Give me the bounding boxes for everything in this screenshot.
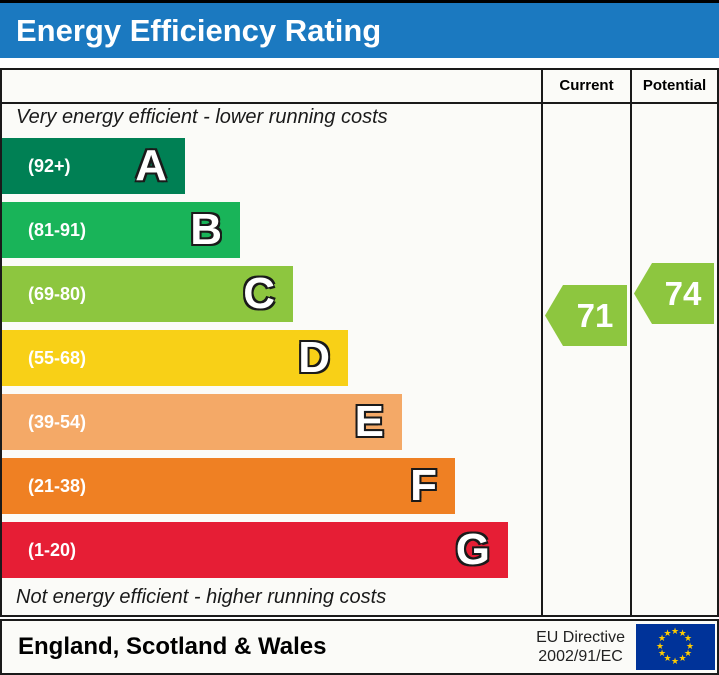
band-range-label: (21-38) bbox=[28, 476, 87, 496]
header-row-divider bbox=[2, 102, 717, 104]
star-icon: ★ bbox=[683, 649, 693, 659]
caption-very-efficient: Very energy efficient - lower running co… bbox=[16, 106, 388, 128]
band-letter: B bbox=[189, 204, 223, 255]
star-icon: ★ bbox=[656, 641, 665, 652]
band-row-f: (21-38) F bbox=[2, 458, 455, 514]
band-row-c: (69-80) C bbox=[2, 266, 293, 322]
page-title: Energy Efficiency Rating bbox=[16, 12, 382, 48]
band-range-label: (92+) bbox=[28, 156, 71, 176]
band-range-label: (55-68) bbox=[28, 348, 87, 368]
left-pointing-arrow-icon bbox=[545, 285, 627, 346]
eu-directive-line1: EU Directive bbox=[536, 629, 625, 646]
star-icon: ★ bbox=[683, 634, 693, 644]
column-header-potential: Potential bbox=[642, 77, 707, 94]
title-bar: Energy Efficiency Rating bbox=[0, 0, 719, 58]
current-rating-value: 71 bbox=[576, 297, 614, 334]
eu-directive-label: EU Directive 2002/91/EC bbox=[536, 628, 625, 666]
footer-bar: England, Scotland & Wales EU Directive 2… bbox=[0, 619, 719, 675]
star-icon: ★ bbox=[663, 654, 672, 665]
star-icon: ★ bbox=[671, 626, 680, 637]
potential-rating-arrow: 74 bbox=[634, 263, 714, 324]
left-pointing-arrow-icon bbox=[634, 263, 714, 324]
band-letter: G bbox=[455, 524, 491, 575]
band-letter: E bbox=[354, 396, 385, 447]
star-icon: ★ bbox=[658, 634, 667, 644]
star-icon: ★ bbox=[658, 649, 667, 659]
band-range-label: (39-54) bbox=[28, 412, 87, 432]
eu-flag-icon: ★ ★ ★ ★ ★ ★ ★ ★ ★ ★ ★ ★ bbox=[636, 624, 715, 670]
band-row-b: (81-91) B bbox=[2, 202, 240, 258]
band-row-g: (1-20) G bbox=[2, 522, 508, 578]
band-letter: C bbox=[242, 268, 276, 319]
column-header-current: Current bbox=[559, 77, 614, 94]
caption-not-efficient: Not energy efficient - higher running co… bbox=[16, 586, 387, 608]
region-label: England, Scotland & Wales bbox=[18, 633, 327, 660]
star-icon: ★ bbox=[686, 641, 695, 652]
star-icon: ★ bbox=[671, 656, 680, 667]
band-letter: F bbox=[409, 460, 438, 511]
band-letter: D bbox=[297, 332, 331, 383]
eu-directive-line2: 2002/91/EC bbox=[538, 648, 623, 665]
band-row-e: (39-54) E bbox=[2, 394, 402, 450]
potential-rating-value: 74 bbox=[664, 275, 702, 312]
star-icon: ★ bbox=[663, 628, 672, 639]
current-rating-arrow: 71 bbox=[545, 285, 627, 346]
band-range-label: (1-20) bbox=[28, 540, 77, 560]
band-row-d: (55-68) D bbox=[2, 330, 348, 386]
star-icon: ★ bbox=[678, 628, 687, 639]
band-range-label: (81-91) bbox=[28, 220, 87, 240]
band-range-label: (69-80) bbox=[28, 284, 87, 304]
star-icon: ★ bbox=[678, 654, 687, 665]
potential-column-divider bbox=[630, 70, 632, 615]
current-column-divider bbox=[541, 70, 543, 615]
band-row-a: (92+) A bbox=[2, 138, 185, 194]
band-letter: A bbox=[134, 140, 168, 191]
